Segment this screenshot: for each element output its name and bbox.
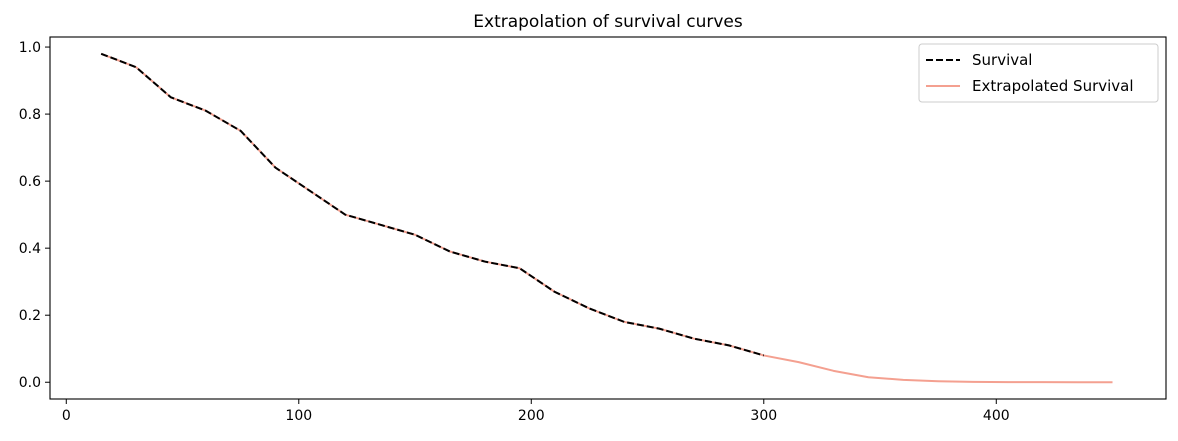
x-tick-label: 400 — [983, 408, 1010, 424]
legend-label-extrapolated-survival: Extrapolated Survival — [972, 77, 1134, 95]
series-line-extrapolated-survival — [100, 52, 1113, 384]
y-axis-ticks: 0.0 0.2 0.4 0.6 0.8 1.0 — [19, 40, 50, 391]
x-tick-label: 0 — [62, 408, 71, 424]
plot-frame — [49, 36, 1167, 400]
x-tick-label: 200 — [518, 408, 545, 424]
y-tick-label: 0.8 — [19, 107, 41, 123]
legend: Survival Extrapolated Survival — [918, 43, 1159, 103]
series-line-survival — [100, 52, 765, 357]
x-axis-ticks: 0 100 200 300 400 — [62, 399, 1010, 424]
series-layer — [100, 52, 1113, 384]
legend-label-survival: Survival — [972, 51, 1032, 69]
legend-box — [918, 43, 1159, 103]
y-tick-label: 0.6 — [19, 174, 41, 190]
y-tick-label: 0.0 — [19, 375, 41, 391]
y-tick-label: 0.4 — [19, 241, 41, 257]
chart-title: Extrapolation of survival curves — [473, 12, 743, 32]
x-tick-label: 100 — [285, 408, 312, 424]
x-tick-label: 300 — [750, 408, 777, 424]
y-tick-label: 0.2 — [19, 308, 41, 324]
y-tick-label: 1.0 — [19, 40, 41, 56]
